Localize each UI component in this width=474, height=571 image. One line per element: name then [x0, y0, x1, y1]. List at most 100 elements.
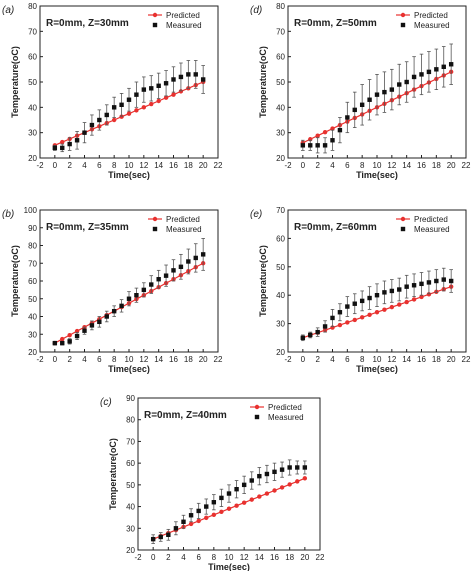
x-tick-label: 8	[112, 161, 117, 170]
measured-point	[74, 138, 80, 143]
y-tick-label: 60	[28, 277, 37, 286]
y-tick-label: 90	[28, 224, 37, 233]
y-tick-label: 30	[276, 320, 285, 329]
x-tick-label: 14	[154, 355, 163, 364]
x-tick-label: 16	[417, 161, 426, 170]
measured-point	[226, 491, 232, 496]
predicted-point	[345, 320, 350, 325]
measured-point	[382, 89, 387, 95]
panel-title: R=0mm, Z=30mm	[46, 18, 129, 29]
measured-point	[302, 465, 308, 470]
measured-point	[219, 495, 224, 501]
measured-point	[89, 122, 95, 128]
measured-point	[434, 67, 439, 72]
x-tick-label: 6	[196, 553, 201, 562]
x-tick-label: 0	[301, 355, 306, 364]
y-tick-label: 50	[28, 295, 37, 304]
measured-point	[345, 115, 350, 120]
y-tick-label: 70	[276, 206, 285, 215]
measured-point	[150, 536, 156, 542]
measured-point	[315, 143, 320, 148]
measured-point	[82, 328, 87, 333]
x-tick-label: 18	[184, 161, 193, 170]
predicted-point	[111, 117, 117, 123]
measured-point	[163, 273, 169, 278]
x-tick-label: 12	[240, 553, 249, 562]
legend-marker-predicted	[152, 216, 158, 222]
measured-point	[441, 64, 446, 69]
measured-point	[163, 81, 169, 86]
measured-point	[308, 332, 313, 338]
measured-point	[264, 471, 270, 477]
x-tick-label: 10	[373, 161, 382, 170]
measured-point	[249, 478, 254, 483]
y-tick-label: 70	[126, 437, 135, 446]
predicted-point	[389, 304, 395, 310]
measured-point	[367, 295, 372, 301]
measured-point	[181, 519, 186, 524]
legend-marker-measured	[400, 226, 406, 232]
x-tick-label: 22	[214, 161, 223, 170]
y-tick-label: 80	[126, 416, 135, 425]
x-axis-label: Time(sec)	[108, 170, 150, 180]
x-axis-label: Time(sec)	[208, 562, 250, 571]
chart-panel: -2 0 2 4 6 8 10 12 14 16 18 20 22 20 30 40 50 60 70 80 90 Tim…	[100, 394, 325, 571]
measured-point	[141, 87, 147, 92]
legend-marker-measured	[400, 22, 406, 28]
x-tick-label: 22	[316, 553, 325, 562]
legend-marker-measured	[254, 414, 260, 420]
x-tick-label: -2	[284, 355, 292, 364]
measured-point	[173, 526, 179, 531]
y-tick-label: 40	[28, 103, 37, 112]
x-tick-label: 6	[345, 355, 350, 364]
y-axis-label: Temperature(oC)	[258, 46, 268, 118]
measured-point	[156, 83, 161, 88]
measured-point	[287, 465, 292, 470]
x-tick-label: 6	[97, 355, 102, 364]
y-tick-label: 90	[126, 394, 135, 403]
chart-panel: -2 0 2 4 6 8 10 12 14 16 18 20 22 20 30 40 50 60 70 80 Time(…	[250, 2, 471, 180]
y-tick-label: 40	[276, 291, 285, 300]
x-tick-label: 22	[462, 161, 471, 170]
measured-point	[200, 77, 206, 82]
measured-point	[193, 72, 198, 77]
y-tick-label: 50	[28, 78, 37, 87]
measured-point	[60, 145, 65, 151]
x-tick-label: 14	[402, 161, 411, 170]
legend-marker-measured	[152, 226, 158, 232]
predicted-point	[359, 315, 365, 320]
measured-point	[126, 296, 132, 301]
x-tick-label: 8	[360, 161, 365, 170]
measured-point	[111, 308, 117, 314]
x-tick-label: 2	[315, 355, 320, 364]
measured-point	[119, 102, 124, 107]
legend-label: Measured	[414, 21, 450, 30]
predicted-point	[211, 512, 217, 518]
legend-label: Predicted	[166, 215, 200, 224]
y-tick-label: 100	[24, 206, 38, 215]
measured-point	[295, 465, 300, 470]
x-tick-label: 4	[330, 355, 335, 364]
measured-point	[119, 303, 124, 309]
measured-point	[359, 102, 365, 107]
x-tick-label: 16	[169, 355, 178, 364]
y-tick-label: 20	[28, 348, 37, 357]
y-tick-label: 20	[126, 546, 135, 555]
predicted-point	[302, 476, 308, 481]
y-tick-label: 80	[28, 242, 37, 251]
panel-title: R=0mm, Z=35mm	[46, 222, 129, 233]
measured-point	[149, 282, 154, 287]
measured-point	[315, 329, 320, 335]
chart-panel: -2 0 2 4 6 8 10 12 14 16 18 20 22 20 30 40 50 60 70 80 Time(…	[2, 2, 223, 180]
x-tick-label: 4	[330, 161, 335, 170]
x-tick-label: 2	[67, 355, 72, 364]
y-tick-label: 50	[276, 263, 285, 272]
y-tick-label: 40	[276, 103, 285, 112]
measured-point	[156, 277, 161, 282]
predicted-point	[249, 497, 254, 502]
legend-marker-predicted	[400, 216, 406, 222]
measured-point	[337, 310, 343, 315]
measured-point	[104, 314, 109, 319]
x-tick-label: 0	[53, 355, 58, 364]
measured-point	[67, 141, 72, 147]
